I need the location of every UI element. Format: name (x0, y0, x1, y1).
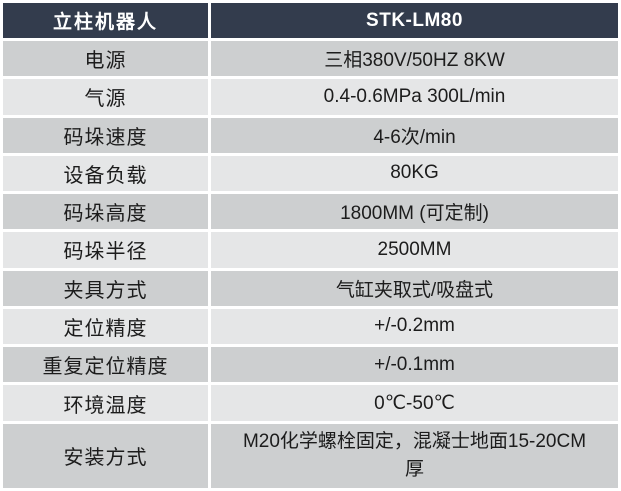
table-row: 重复定位精度 +/-0.1mm (3, 347, 618, 383)
spec-label-cell: 设备负载 (3, 155, 208, 192)
spec-label-cell: 码垛速度 (3, 117, 208, 153)
spec-label-cell: 定位精度 (3, 308, 208, 345)
spec-value-cell: 三相380V/50HZ 8KW (211, 41, 618, 77)
spec-value-cell: 0℃-50℃ (211, 385, 618, 421)
spec-value-cell: 1800MM (可定制) (211, 194, 618, 230)
spec-label-cell: 电源 (3, 41, 208, 77)
spec-value-cell: M20化学螺栓固定，混凝士地面15-20CM厚 (211, 423, 618, 488)
table-row: 夹具方式 气缸夹取式/吸盘式 (3, 270, 618, 306)
spec-value-cell: 2500MM (211, 232, 618, 268)
spec-value-cell: 4-6次/min (211, 117, 618, 153)
table-row: 环境温度 0℃-50℃ (3, 385, 618, 421)
spec-value-cell: 0.4-0.6MPa 300L/min (211, 79, 618, 115)
header-product-type: 立柱机器人 (3, 3, 208, 38)
spec-label-cell: 气源 (3, 79, 208, 115)
table-row: 电源 三相380V/50HZ 8KW (3, 41, 618, 77)
spec-label-cell: 码垛高度 (3, 194, 208, 230)
table-header-row: 立柱机器人 STK-LM80 (3, 3, 618, 38)
spec-label-cell: 夹具方式 (3, 270, 208, 306)
spec-value-text: M20化学螺栓固定，混凝士地面15-20CM厚 (242, 431, 587, 480)
spec-value-cell: 气缸夹取式/吸盘式 (211, 270, 618, 306)
table-row: 定位精度 +/-0.2mm (3, 308, 618, 345)
spec-label-cell: 环境温度 (3, 385, 208, 421)
spec-label-cell: 重复定位精度 (3, 347, 208, 383)
table-row: 安装方式 M20化学螺栓固定，混凝士地面15-20CM厚 (3, 423, 618, 488)
spec-value-cell: 80KG (211, 155, 618, 192)
table-row: 码垛半径 2500MM (3, 232, 618, 268)
header-model: STK-LM80 (211, 3, 618, 38)
table-row: 气源 0.4-0.6MPa 300L/min (3, 79, 618, 115)
spec-value-cell: +/-0.1mm (211, 347, 618, 383)
table-row: 码垛速度 4-6次/min (3, 117, 618, 153)
spec-label-cell: 安装方式 (3, 423, 208, 488)
spec-value-cell: +/-0.2mm (211, 308, 618, 345)
spec-label-cell: 码垛半径 (3, 232, 208, 268)
table-row: 码垛高度 1800MM (可定制) (3, 194, 618, 230)
table-row: 设备负载 80KG (3, 155, 618, 192)
